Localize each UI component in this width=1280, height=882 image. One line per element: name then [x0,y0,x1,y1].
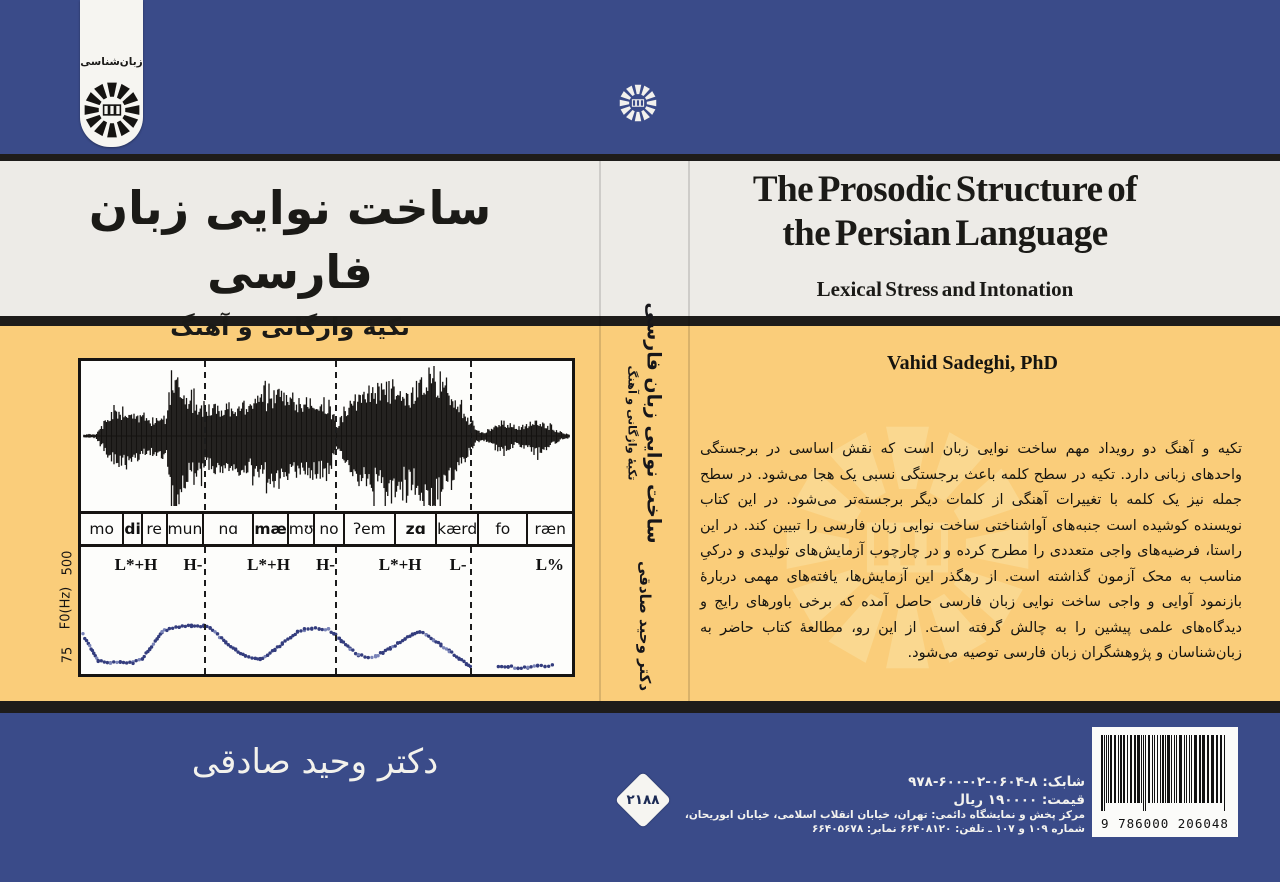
back-title-en: The Prosodic Structure of the Persian La… [700,168,1190,255]
series-label: زبان‌شناسی [80,56,143,68]
tone-label: H- [316,555,335,574]
front-title-block: ساخت نوایی زبان فارسی تکیهٔ واژگانی و آه… [10,176,570,341]
syllable-cell: ʔem [342,514,395,544]
title-band [0,161,1280,316]
syllable-cell: kærd [435,514,477,544]
syllable-cell: di [122,514,141,544]
spine-fold-line [688,161,690,701]
syllable-cell: ræn [526,514,572,544]
tone-label: L- [449,555,467,574]
price-line: قیمت: ۱۹۰۰۰۰ ریال [953,792,1085,808]
prosody-figure: mo di re mun nɑ mæ mʊ no ʔem zɑ kærd fo ræn L*+H H- L*… [78,358,575,677]
tone-label: L% [535,555,565,574]
transcription-row: mo di re mun nɑ mæ mʊ no ʔem zɑ kærd fo ræn [81,511,572,547]
tone-label: H- [183,555,203,574]
publisher-tab: زبان‌شناسی [80,0,143,147]
divider-band [0,701,1280,713]
tone-label: L*+H [114,555,158,574]
spine-code: ۲۱۸۸ [626,792,660,808]
spine-author: دکتر وحید صادقی [636,560,654,692]
word-boundary-line [203,547,206,674]
isbn-label: شابک: [1042,774,1085,790]
f0-axis-title: F0(Hz) [58,586,74,630]
f0-contour [81,623,555,671]
back-title-block: The Prosodic Structure of the Persian La… [700,168,1190,302]
syllable-cell: mæ [252,514,287,544]
barcode-digits: 9 786000 206048 [1101,816,1229,831]
spine-fold-line [599,161,601,701]
address-line2: شماره ۱۰۹ و ۱۰۷ ـ تلفن: ۶۶۴۰۸۱۲۰ نمابر: … [811,822,1085,835]
f0-axis-min: 75 [60,646,76,664]
isbn-value: ۹۷۸-۶۰۰-۰۲-۰۶۰۴-۸ [908,774,1038,790]
tone-label: L*+H [378,555,422,574]
divider-band [0,154,1280,161]
isbn-line: شابک: ۹۷۸-۶۰۰-۰۲-۰۶۰۴-۸ [665,773,1085,791]
barcode-bars [1101,735,1225,811]
syllable-cell: mun [165,514,202,544]
syllable-cell: mo [89,520,114,538]
syllable-cell: re [140,514,166,544]
spine-subtitle: تکیهٔ واژگانی و آهنگ [625,365,640,481]
barcode: 9 786000 206048 [1092,727,1238,837]
top-band [0,0,1280,154]
divider-band [0,316,1280,326]
word-boundary-line [335,547,338,674]
syllable-cell: zɑ [394,514,435,544]
word-boundary-line [470,361,473,511]
front-title-fa: ساخت نوایی زبان فارسی [88,181,492,300]
back-blurb-fa: تکیه و آهنگ دو رویداد مهم ساخت نوایی زبا… [700,441,1242,661]
syllable-cell: fo [477,514,526,544]
syllable-cell: mʊ [286,514,313,544]
f0-panel: L*+H H- L*+H H- L*+H L- L% [81,547,572,674]
tone-label: L*+H [247,555,290,574]
spine-title-block: ساخت نوایی زبان فارسی تکیهٔ واژگانی و آه… [626,302,665,543]
back-subtitle-en: Lexical Stress and Intonation [816,277,1074,302]
publisher-info-block: شابک: ۹۷۸-۶۰۰-۰۲-۰۶۰۴-۸ قیمت: ۱۹۰۰۰۰ ریا… [665,773,1085,836]
syllable-cell: nɑ [202,514,252,544]
back-title-line1: The Prosodic Structure of [752,169,1138,210]
publisher-logo-icon [83,81,140,139]
address-line1: مرکز پخش و نمایشگاه دائمی: تهران، خیابان… [684,809,1085,821]
front-subtitle-fa: تکیهٔ واژگانی و آهنگ [170,312,410,341]
spine-title: ساخت نوایی زبان فارسی [642,302,665,544]
word-boundary-line [335,361,338,511]
speech-waveform [83,366,570,506]
spine-code-badge: ۲۱۸۸ [614,771,672,829]
publisher-logo-icon [619,84,657,122]
syllable-cell: no [313,514,342,544]
word-boundary-line [470,547,473,674]
f0-axis-max: 500 [60,550,76,576]
word-boundary-line [203,361,206,511]
back-title-line2: the Persian Language [782,212,1108,254]
back-author-en: Vahid Sadeghi, PhD [887,352,1058,374]
waveform-panel [81,361,572,511]
front-author-fa: دکتر وحید صادقی [191,742,439,782]
